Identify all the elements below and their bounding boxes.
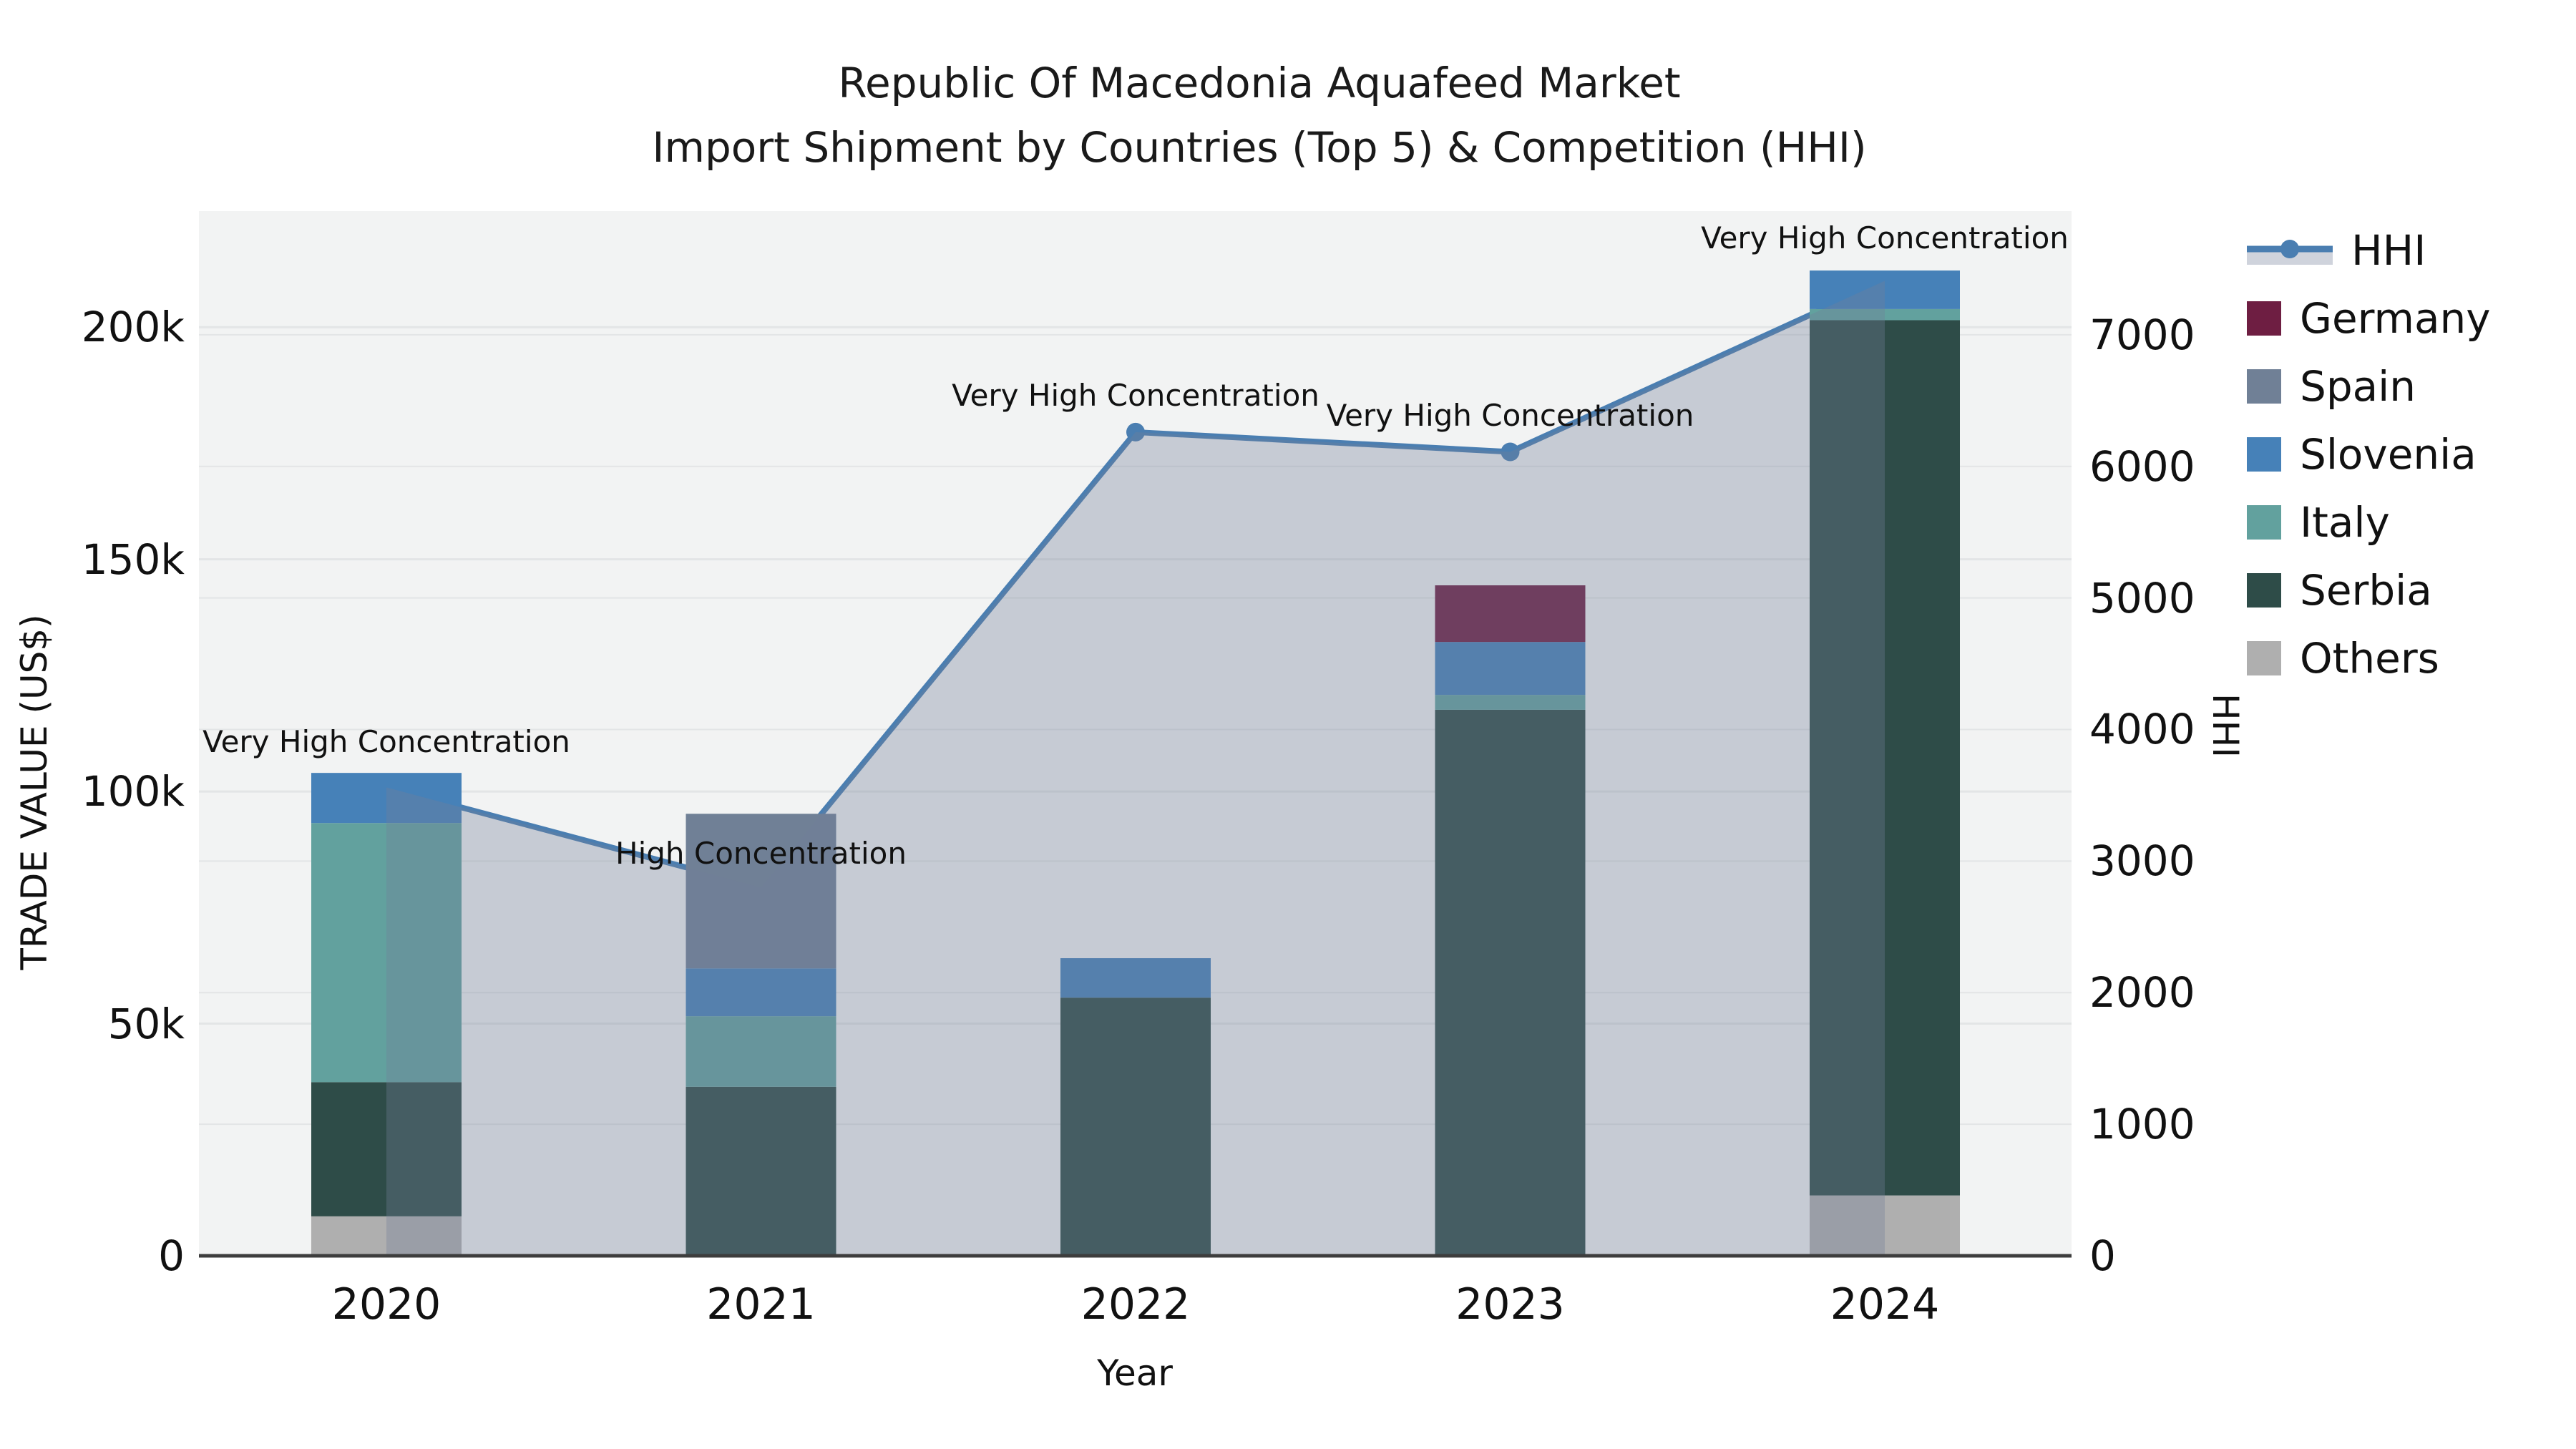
bar-segment-spain-2021: [686, 814, 836, 969]
bar-segment-others-2024: [1810, 1195, 1960, 1256]
legend-swatch-others: [2247, 641, 2281, 675]
legend: HHI Germany Spain Slovenia Italy Serbia Others: [2247, 226, 2491, 683]
legend-item-slovenia: Slovenia: [2247, 430, 2491, 479]
legend-swatch-serbia: [2247, 573, 2281, 608]
legend-label-hhi: HHI: [2351, 226, 2426, 275]
x-tick-label-2021: 2021: [706, 1279, 816, 1330]
chart-title-line2: Import Shipment by Countries (Top 5) & C…: [652, 123, 1867, 172]
x-tick-label-2022: 2022: [1080, 1279, 1191, 1330]
bar-segment-italy-2023: [1435, 695, 1586, 710]
legend-item-serbia: Serbia: [2247, 566, 2491, 615]
y-right-tick-label: 3000: [2089, 836, 2195, 886]
legend-swatch-slovenia: [2247, 437, 2281, 472]
annotation-2023: Very High Concentration: [1326, 398, 1694, 433]
legend-label-slovenia: Slovenia: [2300, 430, 2477, 479]
annotation-2024: Very High Concentration: [1701, 220, 2069, 255]
bar-segment-slovenia-2022: [1060, 958, 1211, 998]
annotation-2021: High Concentration: [615, 836, 907, 871]
bar-segment-italy-2024: [1810, 308, 1960, 321]
legend-swatch-germany: [2247, 301, 2281, 336]
hhi-marker: [1126, 422, 1145, 441]
bar-segment-slovenia-2024: [1810, 270, 1960, 309]
y-right-tick-label: 1000: [2089, 1100, 2195, 1149]
hhi-marker: [1501, 442, 1520, 462]
bar-segment-serbia-2020: [311, 1082, 462, 1216]
y-right-tick-label: 0: [2089, 1231, 2116, 1280]
y-left-tick-label: 200k: [81, 303, 185, 352]
y-left-tick-label: 100k: [81, 767, 185, 816]
y-left-tick-label: 0: [158, 1231, 185, 1280]
y-right-tick-label: 5000: [2089, 573, 2195, 623]
legend-label-spain: Spain: [2300, 362, 2416, 411]
annotation-2022: Very High Concentration: [952, 378, 1319, 413]
hhi-area-fill: [386, 280, 1885, 1256]
bar-segment-slovenia-2021: [686, 968, 836, 1017]
bar-segment-slovenia-2023: [1435, 642, 1586, 696]
y-left-tick-label: 50k: [107, 999, 185, 1048]
y-right-tick-label: 6000: [2089, 441, 2195, 491]
bar-segment-serbia-2022: [1060, 997, 1211, 1256]
bar-segment-others-2020: [311, 1216, 462, 1256]
legend-label-others: Others: [2300, 634, 2439, 683]
legend-label-serbia: Serbia: [2300, 566, 2432, 615]
legend-label-italy: Italy: [2300, 498, 2390, 547]
legend-label-germany: Germany: [2300, 294, 2491, 343]
legend-swatch-italy: [2247, 505, 2281, 540]
legend-item-others: Others: [2247, 634, 2491, 683]
legend-item-italy: Italy: [2247, 498, 2491, 547]
bar-segment-serbia-2021: [686, 1086, 836, 1256]
legend-item-germany: Germany: [2247, 294, 2491, 343]
legend-item-hhi: HHI: [2247, 226, 2491, 275]
legend-item-spain: Spain: [2247, 362, 2491, 411]
x-tick-label-2024: 2024: [1830, 1279, 1940, 1330]
y-left-tick-label: 150k: [81, 535, 185, 584]
bar-segment-serbia-2024: [1810, 320, 1960, 1196]
legend-hhi-line-swatch: [2247, 233, 2333, 268]
bar-segment-slovenia-2020: [311, 773, 462, 824]
legend-swatch-spain: [2247, 369, 2281, 404]
chart-title-line1: Republic Of Macedonia Aquafeed Market: [838, 59, 1681, 107]
bar-segment-italy-2020: [311, 823, 462, 1083]
bar-segment-serbia-2023: [1435, 709, 1586, 1256]
y-right-tick-label: 4000: [2089, 705, 2195, 754]
x-axis-title: Year: [1097, 1352, 1173, 1394]
y-right-tick-label: 7000: [2089, 310, 2195, 359]
x-tick-label-2023: 2023: [1455, 1279, 1565, 1330]
annotation-2020: Very High Concentration: [203, 724, 570, 759]
bar-segment-germany-2023: [1435, 585, 1586, 643]
y-right-tick-label: 2000: [2089, 968, 2195, 1018]
bar-segment-italy-2021: [686, 1016, 836, 1087]
x-tick-label-2020: 2020: [331, 1279, 441, 1330]
